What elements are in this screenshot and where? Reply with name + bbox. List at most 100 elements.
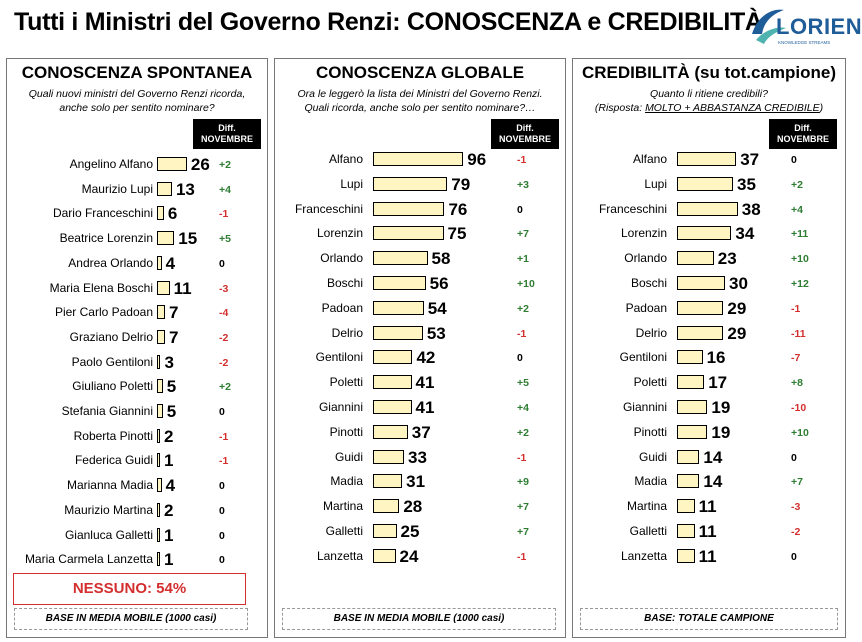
diff-label: +4 bbox=[219, 183, 231, 196]
bar-row: Maria Elena Boschi 11 -3 bbox=[7, 279, 267, 299]
category-label: Giannini bbox=[318, 400, 363, 414]
bar-row: Andrea Orlando 4 0 bbox=[7, 254, 267, 274]
bar-row: Gianluca Galletti 1 0 bbox=[7, 526, 267, 546]
bar bbox=[157, 552, 160, 567]
category-label: Orlando bbox=[624, 251, 667, 266]
category-label: Delrio bbox=[635, 325, 667, 340]
bar-row: Padoan 29 -1 bbox=[573, 299, 845, 319]
bar bbox=[373, 176, 448, 191]
bar bbox=[677, 300, 724, 315]
value-label: 79 bbox=[451, 174, 471, 194]
value-label: 19 bbox=[711, 422, 731, 442]
bar bbox=[677, 474, 700, 489]
diff-label: +11 bbox=[791, 228, 809, 241]
bar bbox=[677, 524, 695, 538]
diff-label: -2 bbox=[219, 356, 229, 369]
bar bbox=[373, 375, 412, 390]
bar-row: Guidi 33 -1 bbox=[275, 448, 565, 468]
value-label: 4 bbox=[165, 476, 176, 496]
bar-row: Franceschini 76 0 bbox=[275, 200, 565, 220]
question-line2-answer: MOLTO + ABBASTANZA CREDIBILE bbox=[645, 102, 820, 114]
value-label: 11 bbox=[698, 497, 717, 517]
diff-label: -7 bbox=[791, 352, 801, 365]
bar bbox=[157, 206, 164, 221]
bar-row: Giannini 19 -10 bbox=[573, 398, 845, 418]
category-label: Lorenzin bbox=[316, 226, 363, 241]
value-label: 24 bbox=[399, 546, 419, 566]
panel-title: CREDIBILITÀ (su tot.campione) bbox=[581, 63, 837, 82]
diff-label: -1 bbox=[517, 550, 527, 563]
category-label: Padoan bbox=[321, 300, 363, 315]
bar-row: Martina 28 +7 bbox=[275, 497, 565, 517]
category-label: Maria Carmela Lanzetta bbox=[24, 552, 153, 567]
nessuno-note: NESSUNO: 54% bbox=[13, 573, 246, 605]
category-label: Martina bbox=[322, 499, 363, 514]
value-label: 53 bbox=[426, 323, 446, 343]
bar-row: Roberta Pinotti 2 -1 bbox=[7, 427, 267, 447]
diff-label: +7 bbox=[791, 476, 803, 489]
diff-label: 0 bbox=[791, 154, 797, 166]
diff-label: -4 bbox=[219, 307, 229, 320]
bar-row: Galletti 25 +7 bbox=[275, 522, 565, 542]
bar bbox=[677, 201, 738, 216]
diff-label: -10 bbox=[791, 402, 807, 414]
diff-label: +10 bbox=[791, 253, 809, 266]
diff-label: -1 bbox=[791, 302, 801, 315]
bar-row: Lorenzin 75 +7 bbox=[275, 224, 565, 244]
base-note: BASE IN MEDIA MOBILE (1000 casi) bbox=[282, 608, 556, 630]
value-label: 1 bbox=[164, 525, 174, 545]
bar bbox=[373, 424, 408, 439]
diff-label: +3 bbox=[517, 178, 529, 191]
value-label: 16 bbox=[706, 348, 726, 368]
diff-header: Diff. NOVEMBRE bbox=[491, 119, 559, 149]
diff-label: +2 bbox=[219, 381, 231, 394]
category-label: Alfano bbox=[328, 152, 363, 166]
bar bbox=[677, 276, 725, 290]
bar bbox=[373, 276, 426, 290]
base-note: BASE IN MEDIA MOBILE (1000 casi) bbox=[14, 608, 248, 630]
bar bbox=[373, 474, 403, 489]
bar-row: Giuliano Poletti 5 +2 bbox=[7, 377, 267, 397]
diff-label: +7 bbox=[517, 501, 529, 514]
panel-question: Quali nuovi ministri del Governo Renzi r… bbox=[28, 88, 246, 114]
bar-row: Boschi 30 +12 bbox=[573, 274, 845, 294]
category-label: Boschi bbox=[630, 276, 667, 290]
value-label: 2 bbox=[164, 426, 174, 446]
panel-question: Quanto li ritiene credibili? (Risposta: … bbox=[579, 87, 839, 115]
bar-row: Angelino Alfano 26 +2 bbox=[7, 155, 267, 175]
bar bbox=[677, 350, 703, 365]
bar bbox=[677, 400, 708, 414]
bar-row: Marianna Madia 4 0 bbox=[7, 476, 267, 496]
category-label: Padoan bbox=[625, 300, 667, 315]
bar bbox=[157, 157, 187, 171]
value-label: 15 bbox=[178, 229, 198, 249]
panel-question: Ora le leggerò la lista dei Ministri del… bbox=[297, 88, 543, 114]
category-label: Maurizio Lupi bbox=[81, 181, 153, 196]
diff-label: 0 bbox=[791, 451, 797, 464]
panel-title: CONOSCENZA GLOBALE bbox=[315, 63, 525, 82]
value-label: 29 bbox=[727, 323, 747, 343]
bar-row: Beatrice Lorenzin 15 +5 bbox=[7, 229, 267, 249]
diff-label: 0 bbox=[219, 529, 225, 542]
category-label: Martina bbox=[626, 499, 667, 514]
bar-row: Maurizio Lupi 13 +4 bbox=[7, 180, 267, 200]
value-label: 31 bbox=[406, 472, 426, 492]
category-label: Lanzetta bbox=[316, 548, 363, 563]
base-note: BASE: TOTALE CAMPIONE bbox=[580, 608, 838, 630]
diff-label: +2 bbox=[791, 178, 803, 191]
diff-label: +10 bbox=[517, 278, 535, 290]
bar bbox=[157, 305, 166, 320]
bar bbox=[373, 226, 444, 241]
bar-row: Galletti 11 -2 bbox=[573, 522, 845, 542]
bar bbox=[677, 499, 695, 514]
bar bbox=[677, 548, 695, 563]
category-label: Delrio bbox=[331, 325, 363, 340]
diff-label: +7 bbox=[517, 526, 529, 538]
value-label: 17 bbox=[708, 373, 728, 393]
bar bbox=[677, 424, 708, 439]
diff-label: +12 bbox=[791, 278, 809, 290]
bar-row: Orlando 58 +1 bbox=[275, 249, 565, 269]
value-label: 11 bbox=[173, 278, 192, 298]
bar-row: Gentiloni 16 -7 bbox=[573, 348, 845, 368]
category-label: Pinotti bbox=[633, 424, 667, 439]
